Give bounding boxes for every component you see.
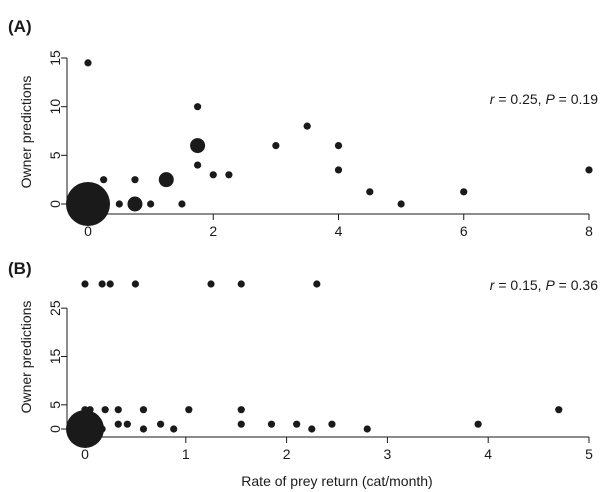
panel-label: (A) bbox=[8, 17, 32, 36]
data-point bbox=[66, 410, 104, 448]
data-point bbox=[123, 420, 131, 428]
x-tick-label: 0 bbox=[84, 223, 92, 239]
data-point bbox=[328, 420, 336, 428]
data-point bbox=[193, 103, 202, 111]
data-point bbox=[115, 200, 123, 208]
data-point bbox=[460, 188, 468, 196]
data-point bbox=[207, 280, 215, 288]
data-point bbox=[185, 406, 193, 414]
data-point bbox=[308, 425, 316, 433]
x-tick-label: 5 bbox=[585, 446, 593, 462]
x-tick-label: 3 bbox=[384, 446, 392, 462]
x-tick-label: 0 bbox=[81, 446, 89, 462]
data-point bbox=[100, 200, 108, 208]
y-tick-label: 5 bbox=[47, 401, 63, 409]
x-tick-label: 2 bbox=[283, 446, 291, 462]
data-point bbox=[98, 425, 106, 433]
data-point bbox=[147, 200, 155, 208]
data-point bbox=[237, 280, 245, 288]
data-point bbox=[366, 188, 374, 196]
data-point bbox=[114, 420, 122, 428]
data-point bbox=[114, 406, 122, 414]
data-point bbox=[225, 171, 233, 179]
data-point bbox=[98, 280, 106, 288]
data-point bbox=[84, 59, 92, 67]
data-point bbox=[81, 406, 89, 414]
data-point bbox=[158, 172, 174, 188]
data-point bbox=[555, 406, 563, 414]
data-point bbox=[66, 182, 110, 226]
y-axis-label: Owner predictions bbox=[18, 301, 34, 414]
data-point bbox=[100, 176, 108, 184]
data-point bbox=[334, 166, 343, 174]
data-point bbox=[209, 171, 217, 179]
data-point bbox=[157, 420, 165, 428]
x-tick-label: 4 bbox=[484, 446, 492, 462]
data-point bbox=[170, 425, 178, 433]
data-point bbox=[293, 420, 301, 428]
x-tick-label: 2 bbox=[209, 223, 217, 239]
y-tick-label: 0 bbox=[47, 425, 63, 433]
x-tick-label: 8 bbox=[585, 223, 593, 239]
correlation-annotation: r = 0.15, P = 0.36 bbox=[490, 277, 598, 293]
data-point bbox=[267, 420, 276, 428]
data-point bbox=[585, 166, 593, 174]
y-axis-label: Owner predictions bbox=[18, 76, 34, 189]
data-point bbox=[190, 138, 206, 154]
x-axis-label: Rate of prey return (cat/month) bbox=[241, 473, 432, 489]
x-tick-label: 6 bbox=[460, 223, 468, 239]
data-point bbox=[363, 425, 371, 433]
y-tick-label: 10 bbox=[47, 99, 63, 115]
panel-b: (B) 0 1 2 3 4 5 0 5 15 25 Owner predictions Rate of … bbox=[8, 259, 598, 489]
x-tick-label: 4 bbox=[335, 223, 343, 239]
x-tick-label: 1 bbox=[182, 446, 190, 462]
data-point bbox=[193, 161, 202, 169]
data-point bbox=[237, 406, 245, 414]
data-point bbox=[131, 280, 139, 288]
data-point bbox=[139, 406, 148, 414]
y-tick-label: 15 bbox=[47, 50, 63, 66]
data-point bbox=[106, 280, 114, 288]
data-point bbox=[272, 142, 280, 150]
y-tick-label: 25 bbox=[47, 300, 63, 316]
panel-a: (A) 0 2 4 6 8 0 5 10 15 Owner predictions r = 0.25,… bbox=[8, 17, 598, 239]
data-point bbox=[81, 280, 89, 288]
data-point bbox=[178, 200, 186, 208]
panel-label: (B) bbox=[8, 259, 32, 278]
data-point bbox=[397, 200, 405, 208]
data-point bbox=[237, 420, 245, 428]
y-tick-label: 0 bbox=[47, 200, 63, 208]
data-point bbox=[101, 406, 109, 414]
data-point bbox=[139, 425, 148, 433]
y-tick-label: 5 bbox=[47, 151, 63, 159]
data-point bbox=[91, 425, 99, 433]
data-point bbox=[334, 142, 343, 150]
data-point bbox=[131, 176, 139, 184]
data-point bbox=[86, 406, 94, 414]
data-point bbox=[127, 196, 143, 212]
y-tick-label: 15 bbox=[47, 349, 63, 365]
correlation-annotation: r = 0.25, P = 0.19 bbox=[490, 91, 598, 107]
data-point bbox=[474, 420, 482, 428]
data-point bbox=[313, 280, 321, 288]
data-point bbox=[303, 122, 311, 130]
